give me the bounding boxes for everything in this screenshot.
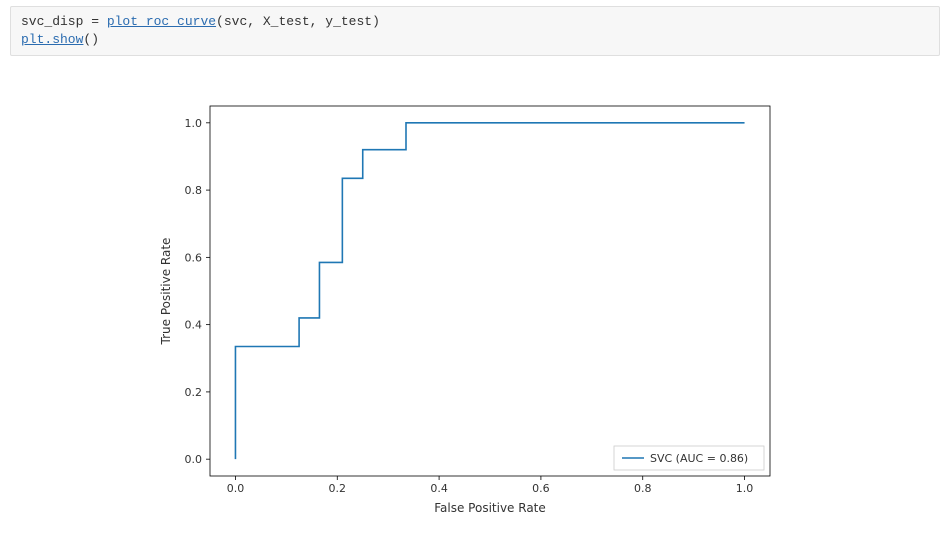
ytick-label: 0.0 — [185, 453, 203, 466]
xtick-label: 0.2 — [329, 482, 347, 495]
yaxis-label: True Positive Rate — [159, 238, 173, 346]
code-fn-plot-roc: plot_roc_curve — [107, 14, 216, 29]
roc-figure: 0.0 0.2 0.4 0.6 0.8 1.0 0.0 0.2 0.4 0.6 0.8 1.0 Fals… — [150, 86, 790, 526]
code-line-1: svc_disp = plot_roc_curve(svc, X_test, y… — [21, 14, 380, 29]
xtick-label: 1.0 — [736, 482, 754, 495]
xtick-label: 0.8 — [634, 482, 652, 495]
ytick-label: 0.8 — [185, 184, 203, 197]
code-fn-pltshow: plt.show — [21, 32, 83, 47]
xtick-label: 0.0 — [227, 482, 245, 495]
xtick-label: 0.6 — [532, 482, 550, 495]
roc-chart-svg: 0.0 0.2 0.4 0.6 0.8 1.0 0.0 0.2 0.4 0.6 0.8 1.0 Fals… — [150, 86, 790, 526]
ytick-label: 0.6 — [185, 251, 203, 264]
ytick-label: 1.0 — [185, 117, 203, 130]
xtick-label: 0.4 — [430, 482, 448, 495]
ytick-label: 0.2 — [185, 386, 203, 399]
xaxis-label: False Positive Rate — [434, 501, 546, 515]
code-line-2: plt.show() — [21, 32, 99, 47]
ytick-label: 0.4 — [185, 319, 203, 332]
code-cell: svc_disp = plot_roc_curve(svc, X_test, y… — [10, 6, 940, 56]
legend-label: SVC (AUC = 0.86) — [650, 452, 748, 465]
